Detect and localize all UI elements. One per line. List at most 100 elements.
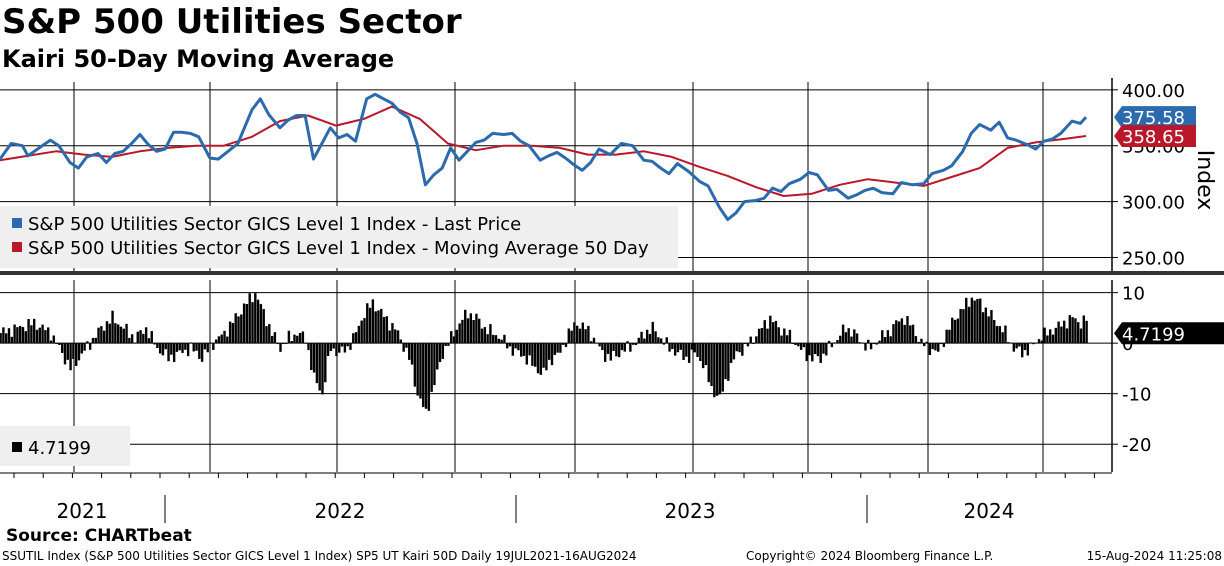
kairi-bar-327 bbox=[914, 336, 918, 344]
kairi-bar-44 bbox=[122, 328, 125, 344]
current-tag-lower bbox=[1114, 322, 1224, 345]
kairi-bar-179 bbox=[500, 339, 503, 344]
kairi-bar-174 bbox=[486, 334, 489, 344]
legend-item-moving-average[interactable]: S&P 500 Utilities Sector GICS Level 1 In… bbox=[12, 238, 649, 260]
kairi-bar-45 bbox=[125, 323, 128, 344]
kairi-bar-259 bbox=[724, 343, 727, 380]
current-tag-upper-1 bbox=[1114, 125, 1196, 148]
kairi-bar-275 bbox=[769, 315, 772, 344]
kairi-bar-331 bbox=[925, 341, 929, 344]
series-line-last-price bbox=[0, 92, 1088, 221]
kairi-bar-263 bbox=[735, 343, 738, 352]
kairi-bar-169 bbox=[472, 320, 475, 344]
kairi-bar-177 bbox=[494, 335, 498, 344]
kairi-bar-35 bbox=[97, 327, 100, 344]
kairi-bar-7 bbox=[18, 325, 22, 344]
kairi-bar-53 bbox=[147, 338, 151, 344]
kairi-bar-106 bbox=[296, 335, 299, 344]
kairi-bar-208 bbox=[581, 322, 584, 344]
kairi-bar-241 bbox=[673, 343, 677, 356]
kairi-bar-274 bbox=[766, 328, 769, 344]
kairi-bar-388 bbox=[1085, 320, 1088, 344]
kairi-bar-352 bbox=[984, 307, 988, 344]
current-value-upper-0: 375.58 bbox=[1122, 108, 1185, 129]
kairi-bar-367 bbox=[1026, 343, 1030, 356]
kairi-bar-11 bbox=[30, 325, 33, 344]
kairi-bar-183 bbox=[511, 343, 515, 356]
footer-description: SSUTIL Index (S&P 500 Utilities Sector G… bbox=[2, 549, 637, 563]
upper-legend bbox=[0, 206, 678, 268]
kairi-bar-8 bbox=[21, 327, 25, 344]
kairi-bar-109 bbox=[304, 342, 307, 344]
kairi-bar-112 bbox=[312, 343, 316, 373]
footer-timestamp: 15-Aug-2024 11:25:08 bbox=[1086, 549, 1222, 563]
kairi-bar-323 bbox=[903, 324, 906, 344]
kairi-bar-356 bbox=[995, 326, 999, 344]
kairi-bar-9 bbox=[24, 331, 27, 344]
kairi-bar-330 bbox=[923, 343, 926, 347]
kairi-bar-334 bbox=[934, 343, 937, 351]
kairi-bar-130 bbox=[363, 318, 366, 344]
kairi-bar-250 bbox=[699, 343, 702, 362]
kairi-bar-226 bbox=[631, 343, 635, 345]
kairi-bar-202 bbox=[564, 343, 568, 348]
kairi-bar-340 bbox=[951, 317, 954, 344]
kairi-bar-83 bbox=[231, 322, 235, 344]
kairi-bar-30 bbox=[83, 343, 86, 351]
kairi-bar-380 bbox=[1063, 320, 1066, 344]
kairi-bar-88 bbox=[245, 303, 249, 344]
kairi-bar-144 bbox=[402, 343, 405, 352]
kairi-bar-91 bbox=[254, 292, 257, 344]
kairi-bar-383 bbox=[1071, 317, 1074, 344]
kairi-bar-261 bbox=[729, 343, 733, 363]
kairi-bar-260 bbox=[727, 343, 730, 381]
kairi-bar-127 bbox=[354, 332, 358, 344]
kairi-bar-149 bbox=[416, 343, 419, 396]
kairi-bar-171 bbox=[478, 318, 481, 344]
ytick-label-lower-2: -10 bbox=[1122, 385, 1151, 406]
kairi-bar-28 bbox=[77, 343, 81, 361]
kairi-bar-108 bbox=[301, 331, 305, 344]
legend-item-kairi[interactable]: 4.7199 bbox=[12, 438, 91, 460]
kairi-bar-118 bbox=[329, 343, 333, 352]
kairi-bar-152 bbox=[424, 343, 428, 409]
kairi-bar-153 bbox=[427, 343, 431, 411]
kairi-bar-119 bbox=[332, 343, 335, 349]
kairi-bar-224 bbox=[626, 341, 629, 344]
kairi-bar-186 bbox=[520, 343, 523, 357]
kairi-bar-301 bbox=[841, 324, 845, 344]
kairi-bar-135 bbox=[377, 310, 380, 344]
kairi-bar-21 bbox=[58, 343, 61, 346]
ytick-label-upper-2: 300.00 bbox=[1122, 193, 1185, 214]
kairi-bar-279 bbox=[780, 335, 783, 344]
kairi-bar-375 bbox=[1049, 329, 1052, 344]
kairi-bar-271 bbox=[757, 328, 761, 344]
kairi-bar-309 bbox=[864, 343, 867, 351]
kairi-bar-61 bbox=[170, 343, 173, 355]
kairi-bar-381 bbox=[1065, 328, 1069, 344]
ytick-label-lower-3: -20 bbox=[1122, 435, 1151, 456]
kairi-bar-307 bbox=[858, 342, 862, 344]
kairi-bar-180 bbox=[503, 334, 506, 344]
kairi-bar-317 bbox=[886, 330, 890, 344]
kairi-bar-204 bbox=[570, 330, 573, 344]
kairi-bar-162 bbox=[452, 336, 456, 344]
kairi-bar-131 bbox=[366, 303, 369, 344]
kairi-bar-382 bbox=[1068, 315, 1072, 344]
footer-copyright: Copyright© 2024 Bloomberg Finance L.P. bbox=[746, 549, 994, 563]
legend-label-last-price: S&P 500 Utilities Sector GICS Level 1 In… bbox=[28, 214, 522, 235]
kairi-bar-98 bbox=[273, 332, 277, 344]
legend-item-last-price[interactable]: S&P 500 Utilities Sector GICS Level 1 In… bbox=[12, 214, 521, 236]
kairi-bar-281 bbox=[785, 335, 789, 344]
kairi-bar-182 bbox=[508, 343, 512, 347]
kairi-bar-348 bbox=[973, 300, 976, 344]
kairi-bar-341 bbox=[953, 319, 957, 344]
kairi-bar-69 bbox=[192, 343, 195, 352]
kairi-bar-321 bbox=[897, 321, 901, 344]
kairi-bar-377 bbox=[1054, 327, 1058, 344]
kairi-bar-63 bbox=[175, 343, 179, 352]
current-value-upper-1: 358.65 bbox=[1122, 127, 1185, 148]
kairi-bar-161 bbox=[450, 331, 453, 344]
kairi-bar-304 bbox=[850, 336, 853, 344]
kairi-bar-60 bbox=[167, 343, 170, 362]
